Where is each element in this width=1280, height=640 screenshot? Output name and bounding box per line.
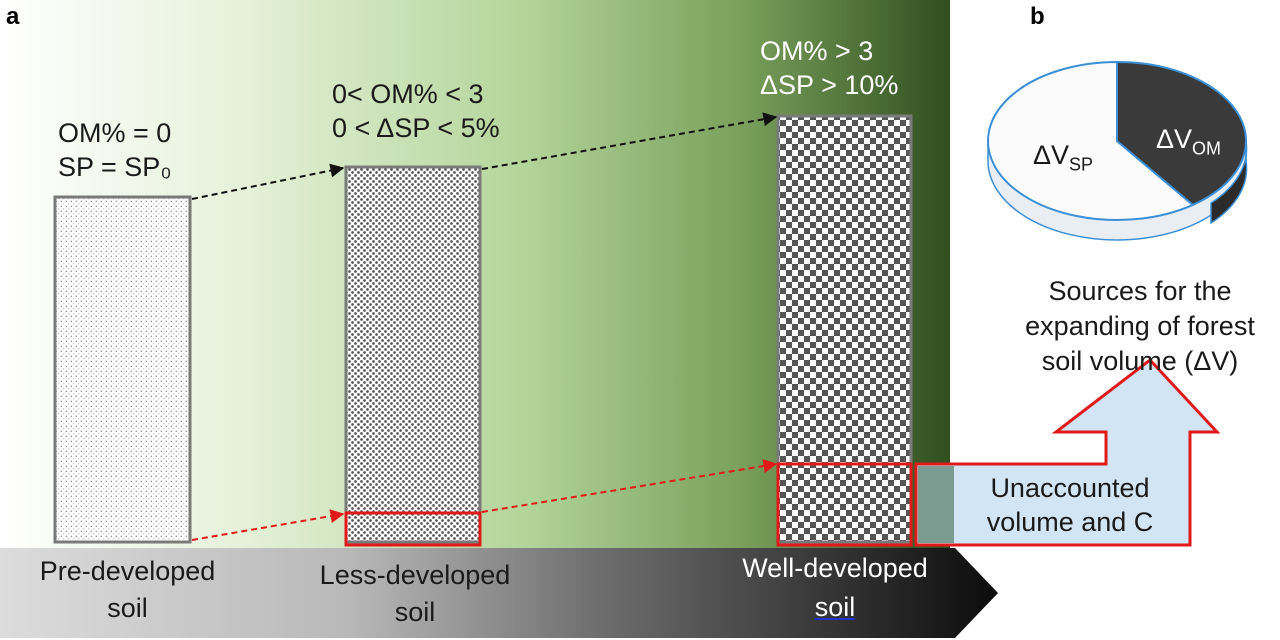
top-connector-arrow-1 bbox=[191, 163, 345, 200]
pre-developed-condition-sp: SP = SP₀ bbox=[58, 152, 172, 182]
well-developed-soil-column bbox=[776, 114, 913, 544]
less-developed-label-line2: soil bbox=[394, 597, 436, 627]
pie-slice-om bbox=[1116, 60, 1247, 207]
pre-developed-condition-om: OM% = 0 bbox=[58, 118, 172, 148]
development-direction-arrow bbox=[0, 548, 998, 638]
pie-caption-line2: expanding of forest bbox=[1025, 311, 1255, 341]
well-developed-condition-om: OM% > 3 bbox=[760, 36, 874, 66]
bottom-connector-arrow-1 bbox=[191, 509, 345, 541]
unaccounted-volume-label-line2: volume and C bbox=[986, 507, 1154, 537]
pre-developed-label-line1: Pre-developed bbox=[39, 556, 216, 586]
pie-caption-line1: Sources for the bbox=[1048, 276, 1232, 306]
unaccounted-volume-label-line1: Unaccounted bbox=[990, 473, 1150, 503]
less-developed-condition-om: 0< OM% < 3 bbox=[332, 79, 484, 109]
well-developed-condition-sp: ΔSP > 10% bbox=[760, 70, 899, 100]
pie-slice-sp bbox=[987, 60, 1195, 221]
well-developed-unaccounted-box bbox=[776, 462, 913, 547]
arrow-stem-shade bbox=[918, 466, 954, 543]
less-developed-unaccounted-box bbox=[344, 511, 482, 547]
pre-developed-label-line2: soil bbox=[107, 593, 148, 623]
panel-label-a: a bbox=[6, 3, 20, 30]
well-developed-label-line2: soil bbox=[814, 592, 856, 622]
pre-developed-soil-column bbox=[53, 195, 192, 544]
less-developed-soil-column bbox=[344, 165, 482, 544]
pie-label-sp: ΔVSP bbox=[1033, 140, 1094, 175]
less-developed-label-line1: Less-developed bbox=[319, 560, 511, 590]
pie-caption-line3: soil volume (ΔV) bbox=[1041, 346, 1239, 376]
panel-label-b: b bbox=[1030, 3, 1045, 30]
unaccounted-volume-arrow bbox=[914, 357, 1221, 547]
volume-source-pie bbox=[987, 60, 1248, 241]
less-developed-condition-sp: 0 < ΔSP < 5% bbox=[332, 113, 500, 143]
pie-label-om: ΔVOM bbox=[1156, 124, 1222, 159]
well-developed-label-line1: Well-developed bbox=[742, 553, 928, 583]
